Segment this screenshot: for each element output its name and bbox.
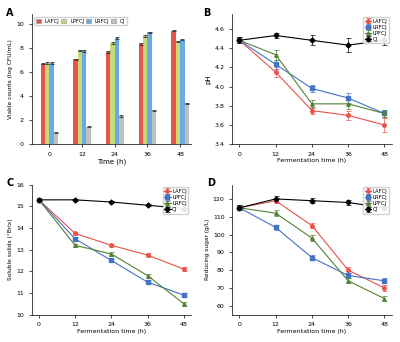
X-axis label: Fermentation time (h): Fermentation time (h) — [277, 329, 346, 334]
Text: B: B — [204, 8, 211, 18]
Legend: LAFCJ, LPFCJ, LRFCJ, CJ: LAFCJ, LPFCJ, LRFCJ, CJ — [34, 17, 127, 25]
Bar — [176, 41, 180, 144]
Bar — [110, 43, 115, 144]
Y-axis label: Viable counts (log CFU/mL): Viable counts (log CFU/mL) — [8, 39, 14, 119]
Bar — [172, 30, 176, 144]
Bar — [82, 51, 86, 144]
Bar — [184, 103, 189, 144]
Legend: LAFCJ, LRFCJ, LPFCJ, CJ: LAFCJ, LRFCJ, LPFCJ, CJ — [363, 187, 389, 214]
Text: C: C — [6, 178, 13, 188]
Bar — [115, 38, 119, 144]
Bar — [41, 64, 45, 144]
Legend: LAFCJ, LPFCJ, LRFCJ, CJ: LAFCJ, LPFCJ, LRFCJ, CJ — [163, 187, 188, 214]
Bar — [148, 32, 152, 144]
X-axis label: Fermentation time (h): Fermentation time (h) — [277, 158, 346, 163]
Bar — [54, 133, 58, 144]
Bar — [78, 50, 82, 144]
Bar — [49, 63, 54, 144]
Bar — [45, 63, 49, 144]
Legend: LAFCJ, LRFCJ, LPFCJ, CJ: LAFCJ, LRFCJ, LPFCJ, CJ — [363, 17, 389, 43]
X-axis label: Fermentation time (h): Fermentation time (h) — [77, 329, 146, 334]
Bar — [180, 40, 184, 144]
Text: A: A — [6, 8, 14, 18]
Bar — [86, 127, 91, 144]
Y-axis label: pH: pH — [206, 75, 212, 84]
Bar — [73, 60, 78, 144]
Y-axis label: Soluble solids (°Brix): Soluble solids (°Brix) — [8, 219, 13, 280]
Bar — [106, 52, 110, 144]
Text: D: D — [207, 178, 215, 188]
Bar — [152, 110, 156, 144]
Bar — [139, 44, 143, 144]
Bar — [119, 116, 124, 144]
Bar — [143, 36, 148, 144]
Y-axis label: Reducing sugar (g/L): Reducing sugar (g/L) — [205, 219, 210, 280]
X-axis label: Time (h): Time (h) — [97, 158, 126, 165]
